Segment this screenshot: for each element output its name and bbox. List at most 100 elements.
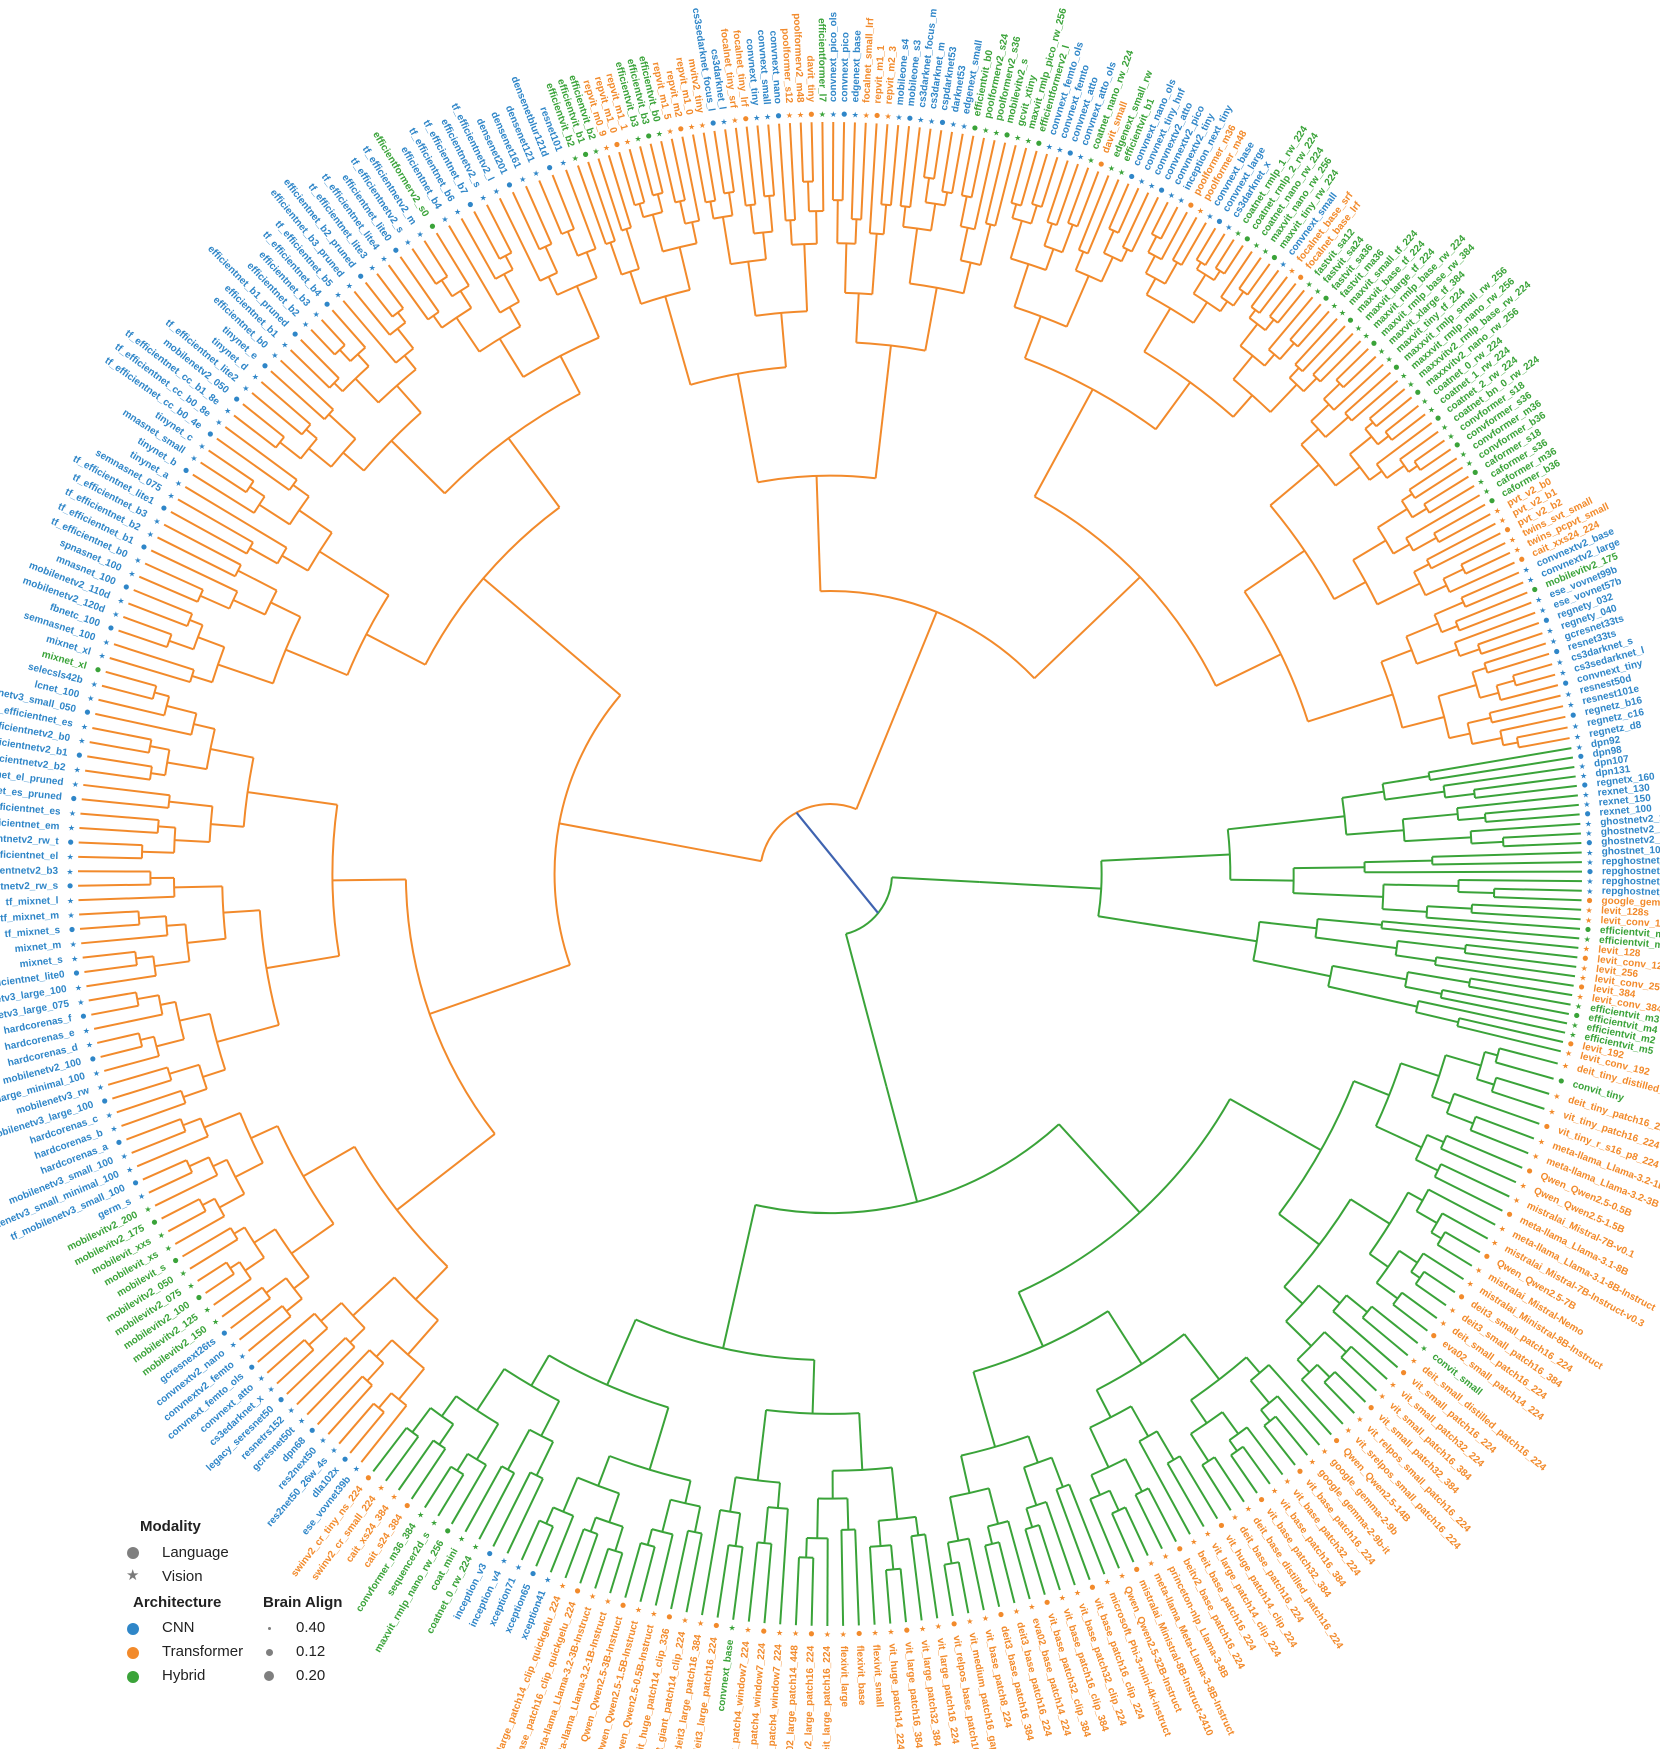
leaf-branch: [1461, 571, 1520, 599]
leaf-branch: [93, 1013, 163, 1030]
leaf-branch: [511, 191, 541, 250]
leaf-branch: [316, 1375, 364, 1426]
cnn-color-icon: [127, 1623, 139, 1635]
leaf-branch: [639, 146, 654, 196]
internal-branch: [1332, 964, 1407, 981]
dendrogram-links: [78, 122, 1582, 1626]
internal-branch: [691, 221, 698, 244]
internal-branch: [1232, 355, 1254, 380]
internal-branch: [357, 353, 370, 367]
leaf-branch: [654, 1534, 674, 1606]
internal-branch: [1310, 403, 1330, 422]
leaf-label: levit_256: [1595, 964, 1639, 980]
internal-arc: [1433, 1163, 1442, 1178]
leaf-branch: [181, 1227, 232, 1258]
internal-branch: [1269, 464, 1320, 507]
internal-branch: [508, 306, 522, 327]
leaf-star-marker: ★: [1532, 1152, 1539, 1161]
internal-branch: [805, 1537, 808, 1558]
leaf-star-marker: ★: [138, 1192, 145, 1201]
leaf-star-marker: ★: [288, 1406, 295, 1415]
internal-arc: [1056, 1483, 1070, 1491]
internal-arc: [330, 438, 357, 468]
internal-arc: [1075, 269, 1103, 283]
leaf-branch: [1068, 1484, 1106, 1575]
leaf-branch: [230, 1297, 271, 1330]
leaf-branch: [810, 1557, 815, 1626]
leaf-star-marker: ★: [126, 1165, 133, 1174]
leaf-branch: [1130, 196, 1159, 252]
leaf-star-marker: ★: [353, 1464, 360, 1473]
leaf-branch: [1471, 911, 1581, 921]
internal-branch: [979, 224, 992, 266]
leaf-star-marker: ★: [950, 120, 957, 129]
leaf-branch: [1117, 187, 1140, 234]
internal-arc: [451, 284, 470, 298]
leaf-circle-marker: [151, 1219, 158, 1225]
leaf-branch: [131, 1130, 186, 1154]
leaf-branch: [144, 562, 204, 591]
internal-branch: [1095, 1389, 1112, 1418]
internal-branch: [279, 441, 302, 460]
internal-arc: [1310, 420, 1327, 438]
leaf-branch: [1166, 1462, 1205, 1528]
internal-branch: [237, 569, 278, 592]
leaf-circle-marker: [1582, 955, 1588, 961]
internal-branch: [736, 373, 759, 483]
leaf-branch: [535, 1526, 554, 1567]
leaf-star-marker: ★: [1253, 241, 1260, 250]
leaf-branch: [279, 359, 334, 411]
internal-branch: [137, 994, 159, 1001]
leaf-branch: [1491, 705, 1564, 724]
internal-arc: [1067, 221, 1078, 228]
leaf-branch: [1268, 1364, 1332, 1436]
leaf-label: dpn98: [1592, 745, 1623, 760]
leaf-branch: [1220, 250, 1253, 298]
internal-branch: [1467, 716, 1492, 725]
leaf-branch: [163, 523, 242, 566]
leaf-circle-marker: [646, 133, 652, 139]
leaf-star-marker: ★: [515, 1563, 522, 1572]
internal-arc: [1111, 1506, 1126, 1515]
internal-arc: [341, 365, 370, 393]
internal-arc: [353, 1146, 449, 1268]
leaf-star-marker: ★: [230, 1341, 237, 1350]
leaf-branch: [1121, 192, 1150, 248]
internal-arc: [881, 203, 891, 207]
leaf-star-marker: ★: [1513, 1196, 1520, 1205]
internal-branch: [1033, 576, 1141, 680]
leaf-branch: [376, 273, 405, 309]
leaf-star-marker: ★: [380, 255, 387, 264]
internal-branch: [1011, 203, 1018, 219]
leaf-branch: [1361, 1316, 1409, 1357]
internal-branch: [1315, 936, 1397, 950]
internal-arc: [1023, 1456, 1053, 1469]
internal-branch: [249, 547, 278, 565]
internal-branch: [749, 204, 755, 234]
leaf-branch: [82, 950, 136, 959]
leaf-star-marker: ★: [417, 1510, 424, 1519]
internal-arc: [208, 806, 214, 843]
internal-arc: [391, 1339, 425, 1370]
internal-arc: [1014, 306, 1068, 328]
internal-branch: [776, 1482, 781, 1509]
leaf-star-marker: ★: [302, 320, 309, 329]
internal-branch: [638, 203, 645, 218]
leaf-circle-marker: [808, 1631, 815, 1637]
internal-branch: [250, 1125, 278, 1140]
internal-branch: [179, 1012, 211, 1022]
internal-branch: [1027, 1435, 1039, 1463]
leaf-label: ghostnetv2_100: [1601, 834, 1660, 848]
internal-branch: [456, 1453, 469, 1472]
leaf-circle-marker: [1574, 1012, 1580, 1019]
leaf-branch: [464, 1465, 503, 1533]
leaf-circle-marker: [1216, 218, 1223, 224]
leaf-branch: [899, 1568, 907, 1623]
internal-arc: [1490, 1077, 1498, 1092]
internal-branch: [1293, 866, 1365, 870]
green-join-branch: [891, 876, 980, 884]
internal-arc: [164, 749, 171, 776]
leaf-branch: [78, 855, 142, 860]
internal-branch: [1397, 939, 1466, 950]
internal-branch: [1030, 205, 1038, 224]
